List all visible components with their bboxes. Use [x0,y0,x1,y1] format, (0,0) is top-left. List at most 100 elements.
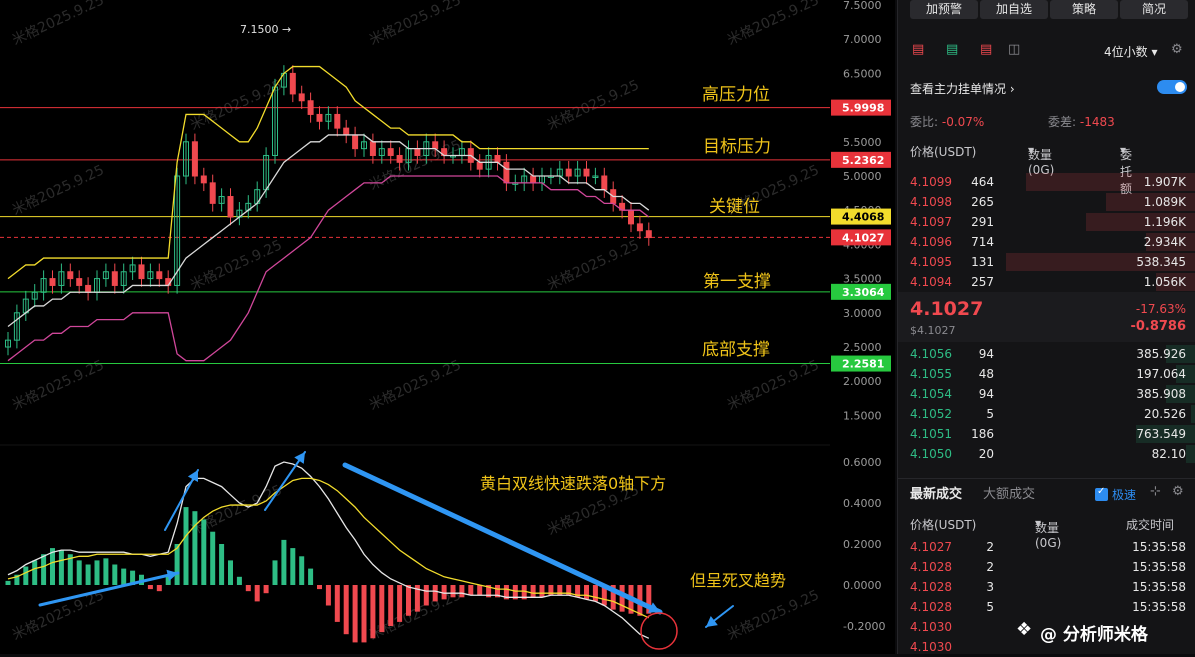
main-orders-link[interactable]: 查看主力挂单情况 › [910,82,1015,96]
change-pct: -17.63% [1135,302,1186,316]
chart-canvas[interactable]: 米格2025.9.25 米格2025.9.25 米格2025.9.25 米格2025.… [0,0,895,654]
watchlist-button[interactable]: 加自选 [980,0,1048,19]
depth-bar [1086,213,1195,231]
bid-qty: 48 [978,367,994,381]
candle-body [147,271,154,280]
candle-body [503,161,510,184]
kline-chart[interactable]: 米格2025.9.25 米格2025.9.25 米格2025.9.25 米格2025.… [0,0,895,654]
trade-row[interactable]: 4.1030 [898,637,1195,657]
arrow-up-2-head [187,470,198,482]
dif-line [7,461,650,639]
ask-total: 1.196K [1143,215,1186,229]
macd-bar [477,585,483,596]
macd-bar [361,585,367,643]
macd-bar [566,585,572,596]
macd-bar [334,585,340,622]
trade-row[interactable]: 4.1028 2 15:35:58 [898,557,1195,577]
macd-bar [450,585,456,598]
depth-bar [1166,345,1195,363]
candle-body [343,127,350,136]
macd-tick-label: -0.2000 [843,620,885,633]
trade-row[interactable]: 4.1028 3 15:35:58 [898,577,1195,597]
candle-body [565,168,572,177]
filter-icon[interactable]: ⊹ [1150,484,1161,499]
macd-bar [14,574,20,585]
level-tag-text: 4.1027 [842,231,884,244]
upper-band-line [7,65,649,280]
trade-price: 4.1028 [910,560,952,574]
trade-row[interactable]: 4.1030 [898,617,1195,637]
col-qty-label: 数量 (0G) [1028,148,1055,177]
level-tag-text: 5.9998 [842,102,884,115]
ask-row[interactable]: 4.1097 291 1.196K [898,212,1195,232]
candle-body [156,271,163,280]
ask-row[interactable]: 4.1096 714 2.934K [898,232,1195,252]
bids-only-icon[interactable]: ▤ [946,42,959,57]
candle-body [334,113,341,129]
bid-row[interactable]: 4.1051 186 763.549 [898,424,1195,444]
fast-checkbox[interactable] [1095,486,1108,501]
settings-icon[interactable]: ⚙ [1171,42,1183,57]
bid-qty: 186 [971,427,994,441]
ask-total: 1.907K [1143,175,1186,189]
macd-bar [592,585,598,602]
bid-row[interactable]: 4.1056 94 385.926 [898,344,1195,364]
watermark-text: 米格2025.9.25 [10,587,107,643]
lower-band-line [7,175,650,362]
bid-qty: 5 [986,407,994,421]
candle-body [111,271,118,286]
depth-icon[interactable]: ◫ [1008,42,1021,57]
decimals-select[interactable]: 4位小数 ▾ [1104,45,1158,59]
watermark-text: 米格2025.9.25 [725,587,822,643]
trade-qty: 5 [986,600,994,614]
candle-body [378,148,385,156]
tab-large-trades[interactable]: 大额成交 [983,487,1036,502]
bid-row[interactable]: 4.1055 48 197.064 [898,364,1195,384]
bid-row[interactable]: 4.1050 20 82.10 [898,444,1195,464]
asks-only-icon[interactable]: ▤ [980,42,993,57]
macd-bar [201,519,207,585]
macd-bar [228,560,233,585]
ask-row[interactable]: 4.1094 257 1.056K [898,272,1195,292]
weicha-value: -1483 [1079,115,1115,129]
macd-bar [156,585,162,592]
both-sides-icon[interactable]: ▤ [912,42,925,57]
trades-settings-icon[interactable]: ⚙ [1172,484,1184,499]
tab-latest-trades[interactable]: 最新成交 [910,487,963,502]
ask-row[interactable]: 4.1099 464 1.907K [898,172,1195,192]
main-orders-toggle[interactable] [1157,80,1187,94]
level-tag-text: 5.2362 [842,154,884,167]
candle-body [361,141,367,150]
trade-row[interactable]: 4.1027 2 15:35:58 [898,537,1195,557]
candle-body [49,278,56,286]
level-label-first-support: 第一支撑 [703,272,771,292]
last-price: 4.1027 [910,298,984,320]
depth-bar [1136,425,1195,443]
alert-button[interactable]: 加预警 [910,0,978,19]
candle-body [298,93,305,102]
trade-price: 4.1030 [910,620,952,634]
ask-row[interactable]: 4.1098 265 1.089K [898,192,1195,212]
trade-col-qty[interactable]: 数量(0G) ▾ [1035,516,1062,550]
strategy-button[interactable]: 策略 [1050,0,1118,19]
price-tick-label: 3.5000 [843,273,882,286]
candle-body [218,196,225,204]
macd-bar [174,544,180,585]
bid-row[interactable]: 4.1052 5 20.526 [898,404,1195,424]
bid-row[interactable]: 4.1054 94 385.908 [898,384,1195,404]
macd-tick-label: 0.4000 [843,497,882,510]
macd-bar [610,585,616,610]
col-qty[interactable]: 数量 (0G) ▾ [1028,143,1055,177]
arrow-up-1-head [166,569,178,581]
trade-row[interactable]: 4.1028 5 15:35:58 [898,597,1195,617]
macd-bar [486,585,492,598]
ask-row[interactable]: 4.1095 131 538.345 [898,252,1195,272]
macd-bar [575,585,581,598]
col-price: 价格(USDT) [910,145,977,159]
macd-bar [646,585,652,614]
col-total[interactable]: 委托额 ▾ [1120,143,1133,196]
ask-price: 4.1094 [910,275,952,289]
overview-button[interactable]: 简况 [1120,0,1188,19]
price-tick-label: 2.0000 [843,375,882,388]
macd-bar [352,585,358,643]
